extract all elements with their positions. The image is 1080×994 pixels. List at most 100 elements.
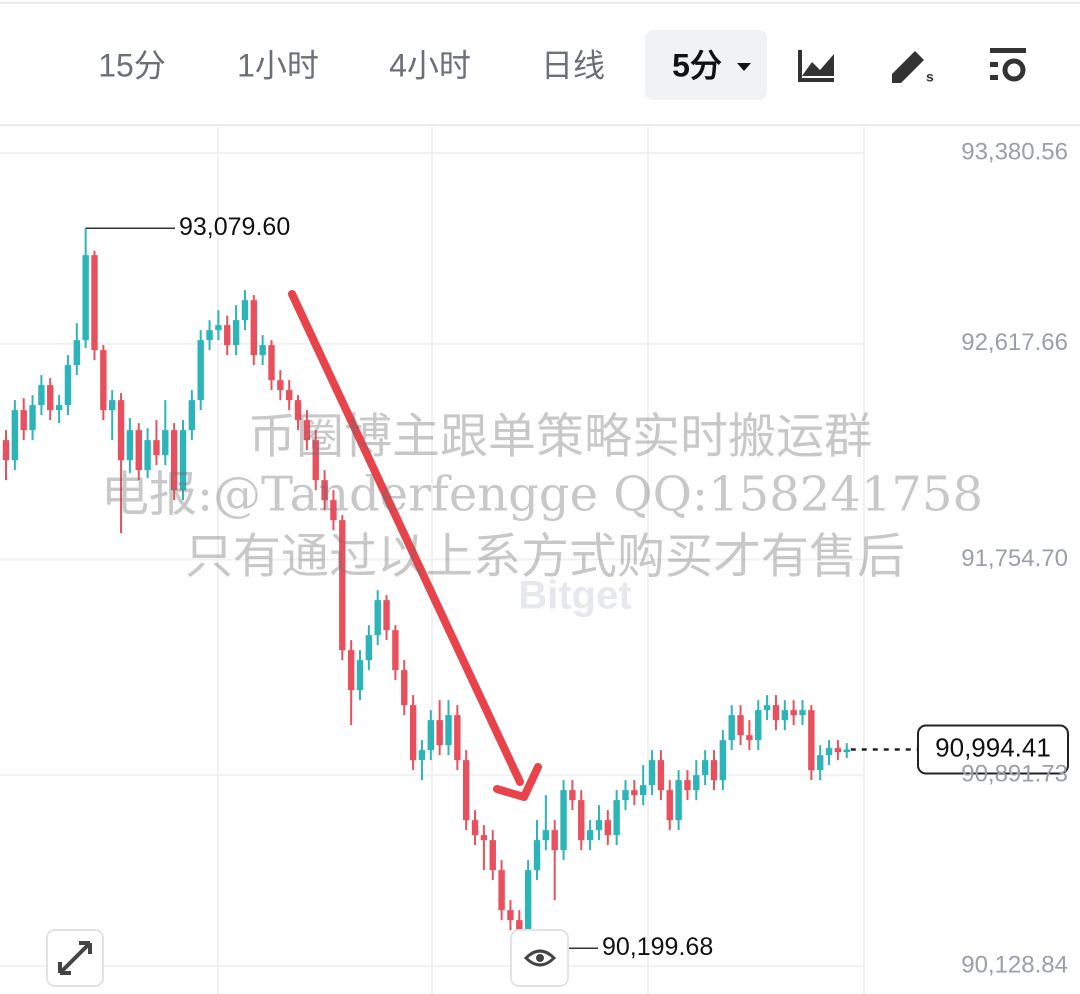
candle-body xyxy=(82,255,89,341)
trend-arrow xyxy=(288,290,524,786)
candle-body xyxy=(640,785,647,796)
brand-watermark: Bitget xyxy=(518,574,631,618)
min-label: 90,199.68 xyxy=(602,933,713,961)
active-tab-bg[interactable] xyxy=(645,30,767,100)
candle-body xyxy=(463,760,470,821)
candle-body xyxy=(480,835,488,841)
candle-body xyxy=(578,800,585,841)
candle-body xyxy=(73,340,80,366)
trend-arrow-head xyxy=(493,763,542,801)
y-tick-label: 93,380.56 xyxy=(961,138,1068,165)
candle-body xyxy=(445,715,452,746)
candle-body xyxy=(162,430,169,456)
candle-body xyxy=(843,749,850,753)
candle-body xyxy=(215,325,222,331)
interval-tab[interactable]: 日线 xyxy=(541,47,605,83)
candle-body xyxy=(622,790,629,801)
settings-icon[interactable] xyxy=(990,48,1026,82)
candle-body xyxy=(135,430,142,471)
candle-body xyxy=(489,840,496,871)
candle-body xyxy=(268,345,275,381)
draw-tool-icon[interactable]: s xyxy=(892,51,934,85)
candle-body xyxy=(2,440,10,461)
dropdown-arrow[interactable] xyxy=(737,63,751,71)
interval-tab[interactable]: 15分 xyxy=(98,47,166,83)
candle-body xyxy=(808,710,815,771)
candle-body xyxy=(746,735,753,741)
last-price-label: 90,994.41 xyxy=(935,732,1051,762)
active-interval[interactable]: 5分 xyxy=(672,47,722,83)
last-price-box xyxy=(917,724,1069,775)
candle-body xyxy=(471,820,479,836)
candle-body xyxy=(47,385,54,411)
candle-body xyxy=(551,830,558,851)
watermark-text: 只有通过以上系方式购买才有售后 xyxy=(185,529,905,585)
candle-body xyxy=(595,820,603,831)
candle-body xyxy=(170,430,178,491)
candle-body xyxy=(693,775,700,791)
candle-body xyxy=(303,420,311,441)
candle-body xyxy=(392,630,399,671)
candle-body xyxy=(38,385,45,406)
candle-body xyxy=(188,400,196,431)
y-tick-label: 90,128.84 xyxy=(961,951,1068,978)
candle-body xyxy=(401,670,408,706)
candle-body xyxy=(100,350,107,411)
candle-body xyxy=(799,710,806,716)
interval-tab[interactable]: 1小时 xyxy=(237,47,319,83)
candle-body xyxy=(347,650,355,691)
candle-body xyxy=(737,715,744,736)
candle-body xyxy=(781,710,788,721)
candle-body xyxy=(631,790,638,796)
candle-body xyxy=(560,790,567,851)
candle-body xyxy=(710,760,718,781)
grid xyxy=(0,127,865,994)
candle-body xyxy=(365,635,373,661)
candle-body xyxy=(728,715,735,741)
candle-body xyxy=(11,410,19,461)
candle-body xyxy=(286,390,293,401)
candle-body xyxy=(339,520,346,651)
candle-body xyxy=(684,780,691,791)
candle-body xyxy=(648,760,656,786)
candle-body xyxy=(516,920,523,931)
watermark-text: 币圈博主跟单策略实时搬运群 xyxy=(248,409,872,465)
max-label: 93,079.60 xyxy=(179,213,290,241)
candle-body xyxy=(232,320,240,346)
annotations: 93,079.60 90,199.68 90,994.41 xyxy=(85,213,1069,961)
candle-body xyxy=(312,440,319,481)
candle-body xyxy=(117,400,125,461)
candle-body xyxy=(224,325,231,346)
visibility-button[interactable] xyxy=(510,929,569,987)
interval-tab[interactable]: 4小时 xyxy=(389,47,471,83)
y-tick-label: 91,754.70 xyxy=(961,545,1068,572)
candle-body xyxy=(524,870,532,931)
candle-body xyxy=(64,365,72,406)
y-tick-label: 90,891.73 xyxy=(961,761,1068,788)
candle-body xyxy=(825,748,833,756)
candle-body xyxy=(454,715,461,761)
candle-body xyxy=(657,760,665,791)
candle-body xyxy=(321,480,328,501)
watermark-text: 电报:@Tanderfengge QQ:158241758 xyxy=(101,467,983,523)
candle-body xyxy=(604,820,611,836)
candle-body xyxy=(259,345,266,356)
candle-body xyxy=(179,430,187,491)
candle-body xyxy=(356,660,364,691)
candle-body xyxy=(666,790,673,821)
svg-text:s: s xyxy=(926,69,934,85)
candle-body xyxy=(772,705,780,721)
chart-type-icon[interactable] xyxy=(798,50,834,82)
candle-body xyxy=(427,720,434,751)
candle-body xyxy=(277,380,284,391)
y-tick-label: 92,617.66 xyxy=(961,329,1068,356)
candle-body xyxy=(498,870,505,911)
fullscreen-button[interactable] xyxy=(46,929,104,987)
candle-body xyxy=(383,600,390,631)
candle-body xyxy=(126,430,134,461)
candle-body xyxy=(613,800,620,836)
candle-body xyxy=(675,780,682,821)
candle-body xyxy=(763,705,771,711)
